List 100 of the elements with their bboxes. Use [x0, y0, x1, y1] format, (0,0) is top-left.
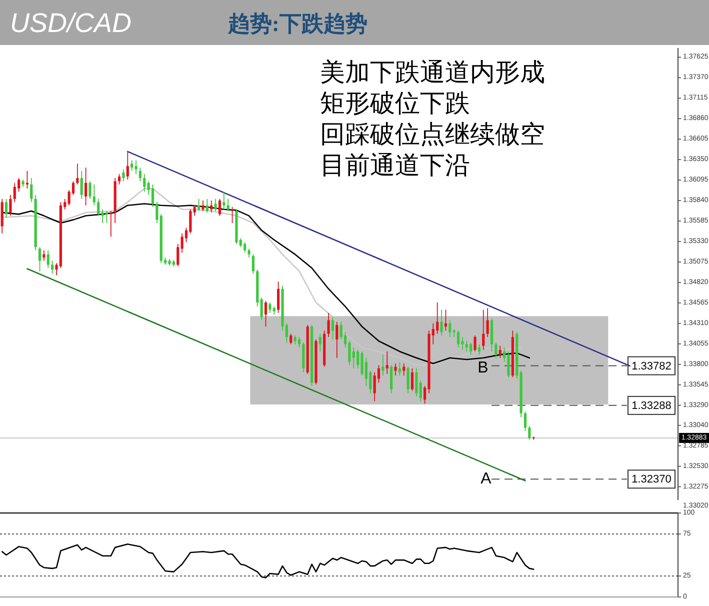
candlestick: [364, 357, 368, 386]
candlestick: [46, 250, 50, 268]
candlestick: [134, 160, 138, 174]
candlestick: [386, 351, 388, 374]
candlestick: [344, 332, 347, 348]
candlestick: [151, 184, 154, 208]
candlestick: [143, 174, 146, 192]
candlestick: [528, 426, 531, 440]
annotation: A: [480, 470, 492, 488]
candlestick: [189, 208, 192, 234]
candlestick: [118, 174, 121, 185]
candlestick: [470, 342, 472, 356]
candlestick: [101, 208, 104, 224]
candlestick: [448, 320, 452, 338]
candlestick: [198, 198, 200, 212]
candlestick: [156, 202, 158, 224]
candlestick: [348, 340, 351, 366]
candlestick: [147, 180, 150, 196]
candlestick: [478, 344, 480, 356]
annotation: 目前通道下沿: [320, 152, 470, 180]
candlestick: [394, 363, 397, 376]
candlestick: [30, 178, 33, 203]
candlestick: [360, 351, 364, 376]
candlestick: [180, 233, 184, 254]
candlestick: [88, 180, 92, 200]
candlestick: [285, 322, 288, 344]
candlestick: [55, 262, 58, 276]
candlestick: [64, 198, 66, 210]
candlestick: [373, 372, 376, 402]
candlestick: [474, 334, 476, 352]
candlestick: [465, 340, 468, 352]
candlestick: [68, 190, 70, 206]
candlestick: [390, 364, 393, 394]
candlestick: [4, 198, 8, 218]
candlestick: [406, 366, 410, 394]
annotation: 回踩破位点继续做空: [320, 122, 545, 148]
candlestick: [202, 200, 204, 212]
candlestick: [226, 198, 230, 212]
candlestick: [340, 321, 342, 340]
candlestick: [482, 309, 485, 350]
candlestick: [336, 321, 338, 358]
candlestick: [415, 368, 418, 397]
candlestick: [290, 333, 292, 345]
candlestick: [122, 168, 125, 182]
subtitle: 趋势:下跌趋势: [228, 11, 368, 36]
candlestick: [260, 297, 263, 321]
ref-line-label: 1.33782: [632, 360, 672, 372]
candlestick: [222, 191, 226, 210]
candlestick: [38, 246, 42, 272]
candlestick: [456, 330, 460, 348]
candlestick: [494, 342, 498, 358]
candlestick: [193, 204, 196, 216]
candlestick: [97, 198, 100, 216]
candlestick: [507, 351, 510, 378]
candlestick: [80, 170, 83, 200]
candlestick: [18, 178, 20, 192]
candlestick: [264, 300, 268, 328]
candlestick: [214, 198, 217, 212]
candlestick: [76, 163, 79, 185]
annotation: 美加下跌通道内形成: [320, 60, 545, 86]
candlestick: [13, 182, 16, 203]
candlestick: [9, 194, 12, 216]
candlestick: [184, 227, 188, 243]
candlestick: [424, 386, 426, 404]
candlestick: [410, 368, 414, 392]
candlestick: [318, 333, 322, 352]
candlestick: [72, 180, 75, 196]
candlestick: [268, 302, 272, 314]
candlestick: [419, 380, 422, 402]
candlestick: [444, 309, 448, 332]
candlestick: [244, 242, 246, 254]
ref-line-label: 1.32370: [632, 474, 672, 486]
candlestick: [440, 309, 443, 336]
candlestick: [377, 364, 380, 384]
candlestick: [486, 308, 489, 338]
candlestick: [498, 345, 502, 358]
candlestick: [398, 361, 401, 376]
candlestick: [206, 198, 208, 214]
candlestick: [277, 281, 280, 314]
candlestick: [331, 316, 334, 340]
candlestick: [503, 347, 506, 362]
candlestick: [92, 184, 96, 206]
candlestick: [252, 254, 254, 274]
candlestick: [461, 336, 464, 350]
candlestick: [524, 411, 527, 432]
annotation: B: [478, 360, 488, 376]
candlestick: [51, 260, 54, 274]
candlestick: [432, 322, 434, 345]
candlestick: [382, 354, 384, 376]
candlestick: [369, 370, 372, 394]
candlestick: [218, 198, 222, 216]
candlestick: [84, 167, 88, 206]
candlestick: [356, 349, 360, 369]
candlestick: [298, 336, 301, 348]
candlestick: [130, 160, 134, 172]
candlestick: [42, 250, 46, 262]
ref-line-label: 1.33288: [632, 400, 672, 412]
candlestick: [436, 302, 439, 334]
candlestick: [210, 200, 213, 214]
candlestick: [327, 312, 330, 338]
